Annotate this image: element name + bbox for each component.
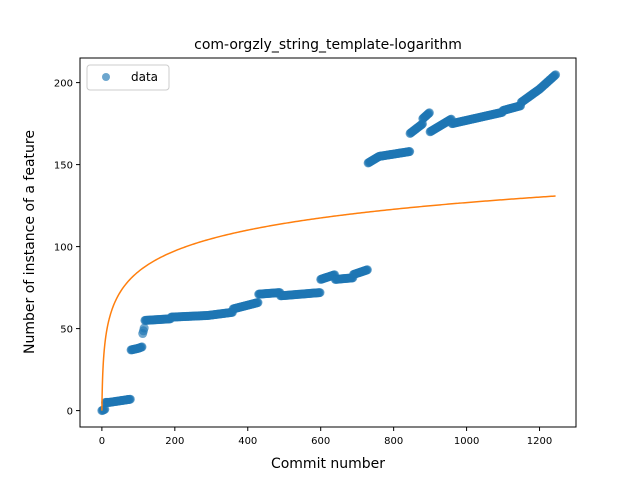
plot-frame xyxy=(79,57,577,428)
data-point xyxy=(139,323,149,333)
x-axis-ticks: 0 200 400 600 800 1000 1200 xyxy=(99,427,552,447)
chart-title: com-orgzly_string_template-logarithm xyxy=(194,37,462,53)
y-tick-label: 150 xyxy=(54,161,73,172)
data-point xyxy=(137,342,147,352)
data-point xyxy=(253,298,263,308)
y-tick-label: 50 xyxy=(60,325,73,336)
x-tick-label: 600 xyxy=(311,436,330,447)
x-tick-label: 800 xyxy=(384,436,403,447)
x-tick-label: 400 xyxy=(238,436,257,447)
data-point xyxy=(551,70,561,80)
x-tick-label: 1200 xyxy=(527,436,552,447)
data-point xyxy=(125,394,135,404)
x-tick-label: 0 xyxy=(99,436,105,447)
data-point xyxy=(424,108,434,118)
x-tick-label: 200 xyxy=(165,436,184,447)
legend-label-data: data xyxy=(131,70,158,84)
y-tick-label: 200 xyxy=(54,79,73,90)
legend-box xyxy=(86,64,170,91)
y-tick-label: 100 xyxy=(54,243,73,254)
legend: data xyxy=(86,64,170,91)
data-series xyxy=(97,70,561,416)
plot-area xyxy=(97,70,561,416)
y-tick-label: 0 xyxy=(67,407,73,418)
y-axis-label: Number of instance of a feature xyxy=(22,130,38,354)
x-tick-label: 1000 xyxy=(454,436,479,447)
y-axis-ticks: 0 50 100 150 200 xyxy=(54,79,80,418)
x-axis-label: Commit number xyxy=(271,456,385,472)
data-point xyxy=(315,288,325,298)
fit-line xyxy=(101,195,556,411)
legend-marker-data xyxy=(102,73,110,81)
data-point xyxy=(405,147,415,157)
data-point xyxy=(362,265,372,275)
